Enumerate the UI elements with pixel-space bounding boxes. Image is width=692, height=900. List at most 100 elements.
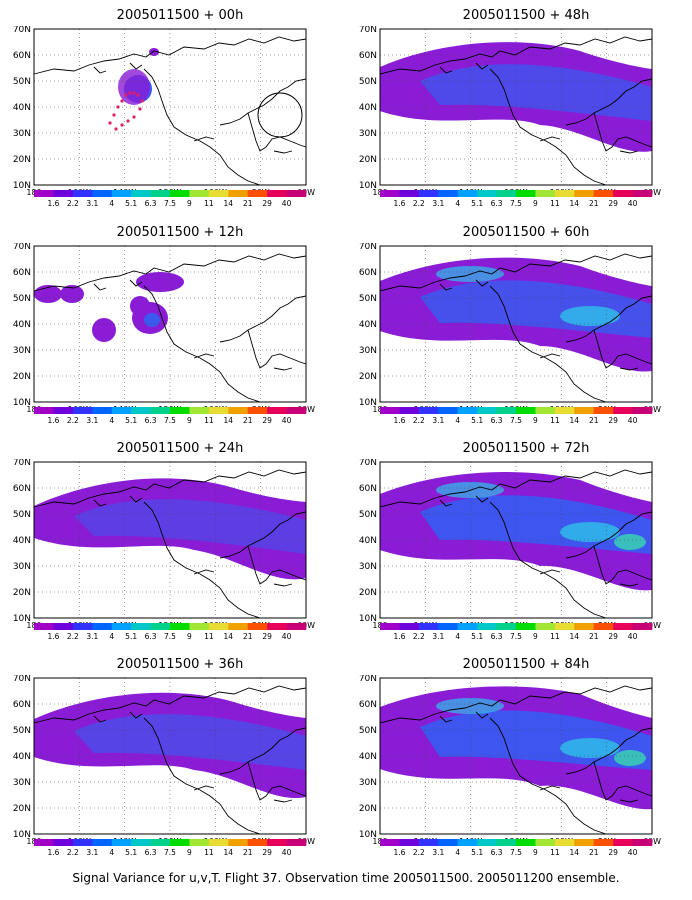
colorbar-segment [632,190,653,197]
lat-tick-label: 10N [13,181,31,191]
colorbar-segment [574,839,595,846]
colorbar-label: 1.6 [393,848,405,857]
colorbar-segment [228,407,249,414]
colorbar-label: 11 [550,199,560,208]
map-panel-84h: 2005011500 + 84h70N60N50N40N30N20N10N180… [356,657,661,857]
variance-blob [144,313,160,327]
colorbar-label: 29 [262,632,272,641]
colorbar-segment [267,839,287,846]
colorbar-segment [399,839,420,846]
lat-tick-label: 70N [13,459,31,468]
variance-peak [614,534,646,550]
colorbar-label: 11 [204,199,214,208]
lat-tick-label: 70N [13,26,31,35]
colorbar-label: 7.5 [164,416,176,425]
lat-tick-label: 40N [359,536,377,546]
colorbar-label: 3.1 [86,199,98,208]
colorbar-segment [457,623,478,630]
colorbar-label: 40 [628,199,638,208]
lat-tick-label: 50N [13,510,31,520]
colorbar-label: 21 [589,416,599,425]
colorbar-label: 9 [187,199,192,208]
colorbar-label: 29 [608,416,618,425]
lat-tick-label: 10N [13,830,31,840]
colorbar-segment [150,190,171,197]
flight-track-point [138,107,142,111]
lat-tick-label: 70N [359,243,377,252]
colorbar-label: 7.5 [164,632,176,641]
colorbar-segment [267,190,287,197]
map-frame [379,245,653,403]
colorbar-segment [150,407,171,414]
colorbar-label: 3.1 [432,416,444,425]
colorbar-segment [92,190,113,197]
variance-core [74,499,306,554]
colorbar-label: 2.2 [67,199,79,208]
colorbar-label: 3.1 [432,848,444,857]
colorbar-segment [189,190,210,197]
colorbar-label: 7.5 [510,632,522,641]
lat-tick-label: 10N [359,830,377,840]
colorbar-segment [380,190,400,197]
colorbar-label: 14 [570,632,580,641]
colorbar-label: 21 [243,632,253,641]
colorbar-segment [150,839,171,846]
colorbar-segment [457,407,478,414]
colorbar-segment [380,623,400,630]
lat-tick-label: 70N [359,675,377,684]
variance-blob [149,48,159,56]
forecast-map: 70N60N50N40N30N20N10N180160W140W120W100W… [359,243,661,425]
colorbar-segment [418,623,439,630]
lat-tick-label: 30N [359,778,377,788]
forecast-map: 70N60N50N40N30N20N10N180160W140W120W100W… [13,459,315,641]
map-frame [33,461,307,619]
colorbar-label: 1.6 [47,848,59,857]
colorbar-segment [380,839,400,846]
map-frame [379,677,653,835]
colorbar-segment [574,407,595,414]
colorbar-label: 11 [550,416,560,425]
map-panel-72h: 2005011500 + 72h70N60N50N40N30N20N10N180… [356,441,661,641]
coastline [33,36,307,186]
coastline [33,685,307,835]
colorbar-segment [438,623,459,630]
lat-tick-label: 40N [13,103,31,113]
colorbar-segment [438,407,459,414]
lat-tick-label: 60N [359,268,377,278]
colorbar-label: 6.3 [145,848,157,857]
colorbar-segment [632,407,653,414]
colorbar-label: 6.3 [491,848,503,857]
colorbar-segment [496,407,517,414]
colorbar-label: 11 [204,632,214,641]
colorbar-segment [92,407,113,414]
colorbar-segment [131,190,151,197]
colorbar-segment [111,407,132,414]
map-panel-12h: 2005011500 + 12h70N60N50N40N30N20N10N180… [10,225,315,425]
colorbar-label: 7.5 [510,199,522,208]
colorbar-segment [131,623,151,630]
lat-tick-label: 30N [13,346,31,356]
colorbar-label: 29 [608,632,618,641]
colorbar-label: 21 [589,199,599,208]
colorbar-segment [228,623,249,630]
colorbar-segment [593,190,614,197]
colorbar-segment [613,407,633,414]
colorbar-segment [72,839,93,846]
colorbar-segment [516,190,536,197]
colorbar-label: 21 [243,416,253,425]
colorbar-label: 9 [533,199,538,208]
colorbar-segment [72,623,93,630]
colorbar-segment [111,623,132,630]
colorbar-segment [208,839,229,846]
colorbar-segment [632,623,653,630]
panel-title: 2005011500 + 00h [116,8,244,23]
colorbar-segment [34,190,54,197]
colorbar-segment [53,190,74,197]
lat-tick-label: 30N [359,346,377,356]
colorbar-segment [593,839,614,846]
colorbar-segment [170,623,190,630]
colorbar-segment [477,407,497,414]
forecast-map: 70N60N50N40N30N20N10N180160W140W120W100W… [359,26,661,208]
forecast-map: 70N60N50N40N30N20N10N180160W140W120W100W… [13,26,315,208]
colorbar-label: 5.1 [471,199,483,208]
